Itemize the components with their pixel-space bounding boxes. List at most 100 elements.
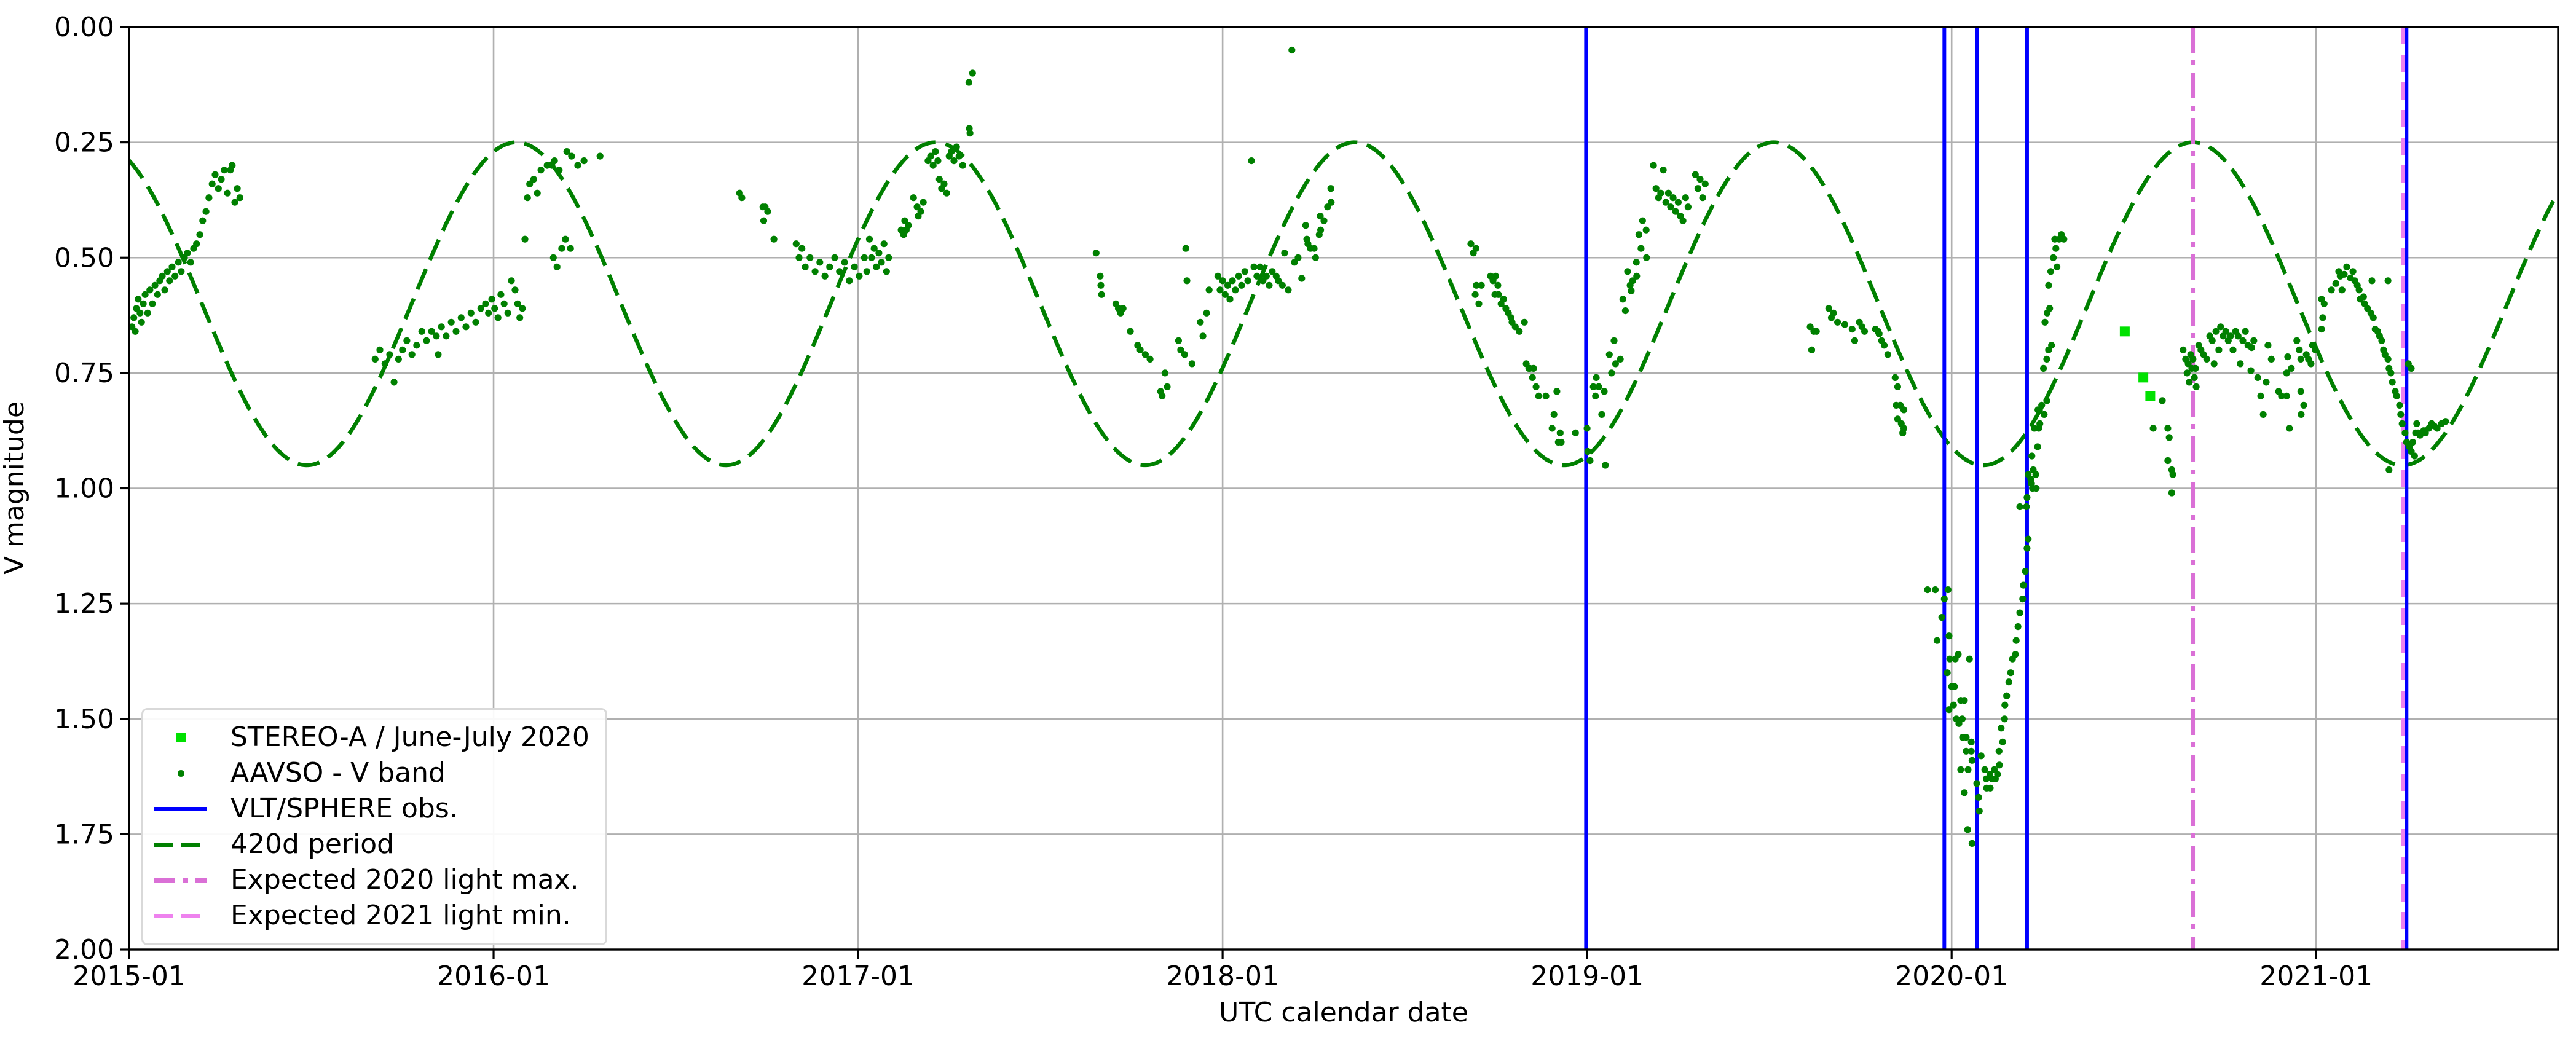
aavso-point bbox=[2019, 596, 2027, 603]
aavso-point bbox=[2297, 388, 2304, 395]
aavso-point bbox=[1977, 752, 1985, 760]
aavso-point bbox=[2054, 263, 2061, 270]
aavso-point bbox=[2360, 293, 2367, 301]
y-tick-label: 0.50 bbox=[54, 242, 114, 273]
aavso-point bbox=[1182, 245, 1189, 252]
aavso-point bbox=[2016, 503, 2023, 511]
aavso-point bbox=[500, 300, 508, 307]
aavso-point bbox=[1241, 268, 1248, 275]
aavso-point bbox=[1235, 272, 1242, 280]
aavso-point bbox=[1119, 305, 1127, 312]
aavso-point bbox=[2250, 337, 2258, 344]
aavso-point bbox=[826, 263, 833, 270]
aavso-point bbox=[2263, 379, 2270, 386]
aavso-point bbox=[959, 162, 966, 169]
aavso-point bbox=[2025, 535, 2032, 543]
aavso-point bbox=[2307, 360, 2315, 368]
aavso-point bbox=[2007, 669, 2014, 677]
aavso-point bbox=[913, 203, 921, 211]
aavso-point bbox=[1995, 747, 2003, 755]
aavso-point bbox=[1250, 263, 1258, 270]
aavso-point bbox=[1475, 300, 1483, 307]
aavso-point bbox=[2016, 609, 2023, 616]
aavso-point bbox=[462, 323, 470, 331]
aavso-point bbox=[146, 286, 154, 294]
aavso-point bbox=[870, 245, 878, 252]
aavso-point bbox=[1593, 374, 1600, 382]
aavso-point bbox=[514, 300, 521, 307]
aavso-point bbox=[568, 152, 575, 160]
aavso-point bbox=[2189, 355, 2197, 363]
aavso-point bbox=[2208, 337, 2216, 344]
aavso-point bbox=[132, 328, 139, 335]
aavso-point bbox=[2297, 355, 2304, 363]
aavso-point bbox=[2396, 401, 2403, 409]
aavso-point bbox=[2227, 332, 2234, 340]
aavso-point bbox=[390, 379, 398, 386]
aavso-point bbox=[193, 240, 200, 248]
aavso-point bbox=[1624, 268, 1631, 275]
aavso-point bbox=[1494, 281, 1502, 289]
aavso-point bbox=[1806, 323, 1814, 331]
aavso-point bbox=[140, 300, 147, 307]
aavso-point bbox=[1994, 771, 2001, 778]
aavso-point bbox=[1595, 383, 1602, 391]
aavso-point bbox=[596, 152, 604, 160]
aavso-point bbox=[2293, 337, 2301, 344]
aavso-point bbox=[1492, 272, 1499, 280]
aavso-point bbox=[1244, 277, 1251, 285]
aavso-point bbox=[2048, 342, 2055, 349]
aavso-point bbox=[2328, 286, 2335, 294]
aavso-point bbox=[1175, 337, 1182, 344]
aavso-point bbox=[1141, 351, 1149, 358]
aavso-point bbox=[2393, 392, 2400, 400]
legend-item-2021min: Expected 2021 light min. bbox=[153, 898, 589, 934]
aavso-point bbox=[231, 199, 238, 206]
aavso-point bbox=[485, 309, 492, 317]
aavso-point bbox=[2259, 411, 2267, 419]
vlt-line-icon bbox=[153, 806, 208, 811]
aavso-point bbox=[1612, 360, 1619, 368]
aavso-point bbox=[1961, 789, 1968, 796]
legend-item-stereo: STEREO-A / June-July 2020 bbox=[153, 720, 589, 755]
aavso-point bbox=[1159, 392, 1166, 400]
aavso-point bbox=[2005, 678, 2012, 686]
aavso-point bbox=[1897, 401, 1904, 409]
aavso-point bbox=[151, 281, 159, 289]
aavso-point bbox=[2378, 337, 2385, 344]
aavso-point bbox=[1548, 425, 1556, 432]
aavso-point bbox=[2283, 369, 2290, 377]
aavso-point bbox=[1532, 383, 1540, 391]
aavso-point bbox=[2149, 425, 2157, 432]
aavso-point bbox=[1177, 346, 1184, 354]
aavso-point bbox=[2338, 286, 2346, 294]
aavso-point bbox=[371, 355, 379, 363]
aavso-point bbox=[494, 314, 502, 321]
aavso-point bbox=[2398, 420, 2406, 428]
aavso-point bbox=[1946, 655, 1953, 663]
aavso-point bbox=[221, 167, 228, 174]
aavso-point bbox=[1963, 734, 1970, 741]
aavso-point bbox=[141, 291, 149, 298]
aavso-point bbox=[1589, 383, 1597, 391]
aavso-point bbox=[1967, 747, 1975, 755]
aavso-point bbox=[413, 342, 420, 349]
aavso-point bbox=[1841, 321, 1848, 328]
aavso-point bbox=[955, 152, 963, 160]
aavso-point bbox=[1669, 194, 1677, 202]
aavso-point bbox=[2020, 581, 2027, 589]
aavso-point bbox=[1097, 272, 1104, 280]
aavso-point bbox=[2184, 360, 2192, 368]
aavso-point bbox=[438, 323, 445, 331]
aavso-point bbox=[2278, 392, 2285, 400]
aavso-point bbox=[1266, 281, 1273, 289]
aavso-point bbox=[159, 272, 166, 280]
aavso-point bbox=[2433, 425, 2441, 432]
aavso-point bbox=[1584, 447, 1591, 455]
aavso-point bbox=[806, 254, 814, 261]
aavso-point bbox=[950, 157, 958, 165]
aavso-point bbox=[2047, 268, 2055, 275]
aavso-point bbox=[2212, 328, 2220, 335]
aavso-point bbox=[1224, 281, 1231, 289]
aavso-point bbox=[580, 157, 588, 165]
